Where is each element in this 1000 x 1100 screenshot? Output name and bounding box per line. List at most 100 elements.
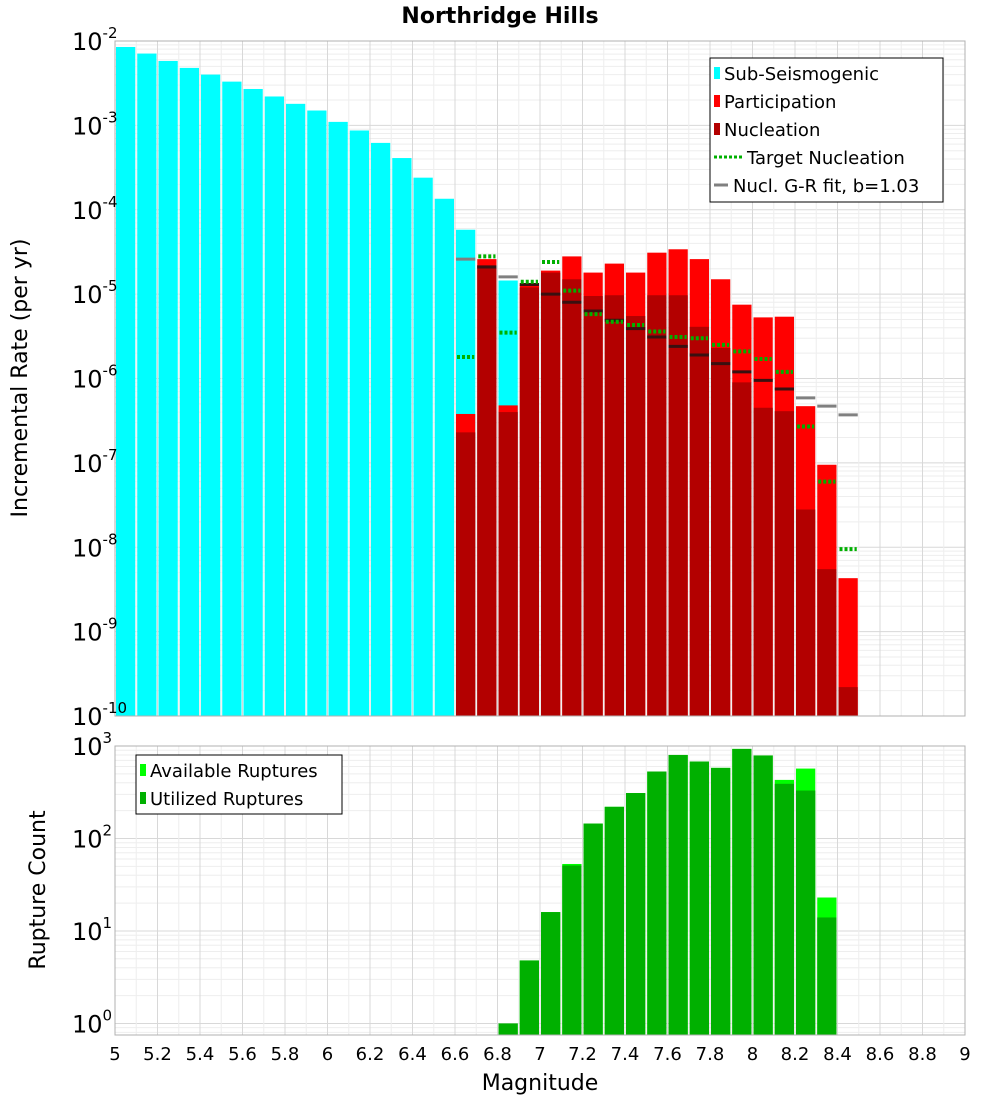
x-tick-label: 8.6 [866, 1044, 895, 1065]
sub-seismogenic-bar [264, 96, 284, 716]
x-tick-label: 7.6 [653, 1044, 682, 1065]
utilized-ruptures-bar [604, 806, 624, 1035]
nucleation-bar [753, 407, 773, 716]
rupture-y-tick-label: 103 [72, 729, 112, 761]
nucleation-bar [477, 265, 497, 716]
utilized-ruptures-bar [796, 790, 816, 1035]
rupture-legend: Available Ruptures Utilized Ruptures [135, 754, 343, 815]
x-tick-label: 8.8 [908, 1044, 937, 1065]
utilized-ruptures-series [498, 748, 837, 1035]
x-tick-label: 8.4 [823, 1044, 852, 1065]
sub-seismogenic-bar [243, 88, 263, 716]
sub-seismogenic-bar [307, 110, 327, 716]
x-tick-label: 6.2 [356, 1044, 385, 1065]
x-tick-label: 6.8 [483, 1044, 512, 1065]
x-tick-label: 6 [322, 1044, 333, 1065]
sub-seismogenic-bar [201, 74, 221, 717]
utilized-ruptures-bar [626, 793, 646, 1035]
rate-y-tick-label: 10-9 [72, 615, 118, 647]
nucleation-bar [838, 687, 858, 716]
sub-seismogenic-bar [392, 158, 412, 716]
rupture-y-tick-label: 101 [72, 914, 112, 946]
x-axis-title: Magnitude [482, 1071, 599, 1096]
sub-seismogenic-bar [222, 81, 242, 717]
utilized-ruptures-bar [562, 865, 582, 1035]
utilized-ruptures-bar [711, 767, 731, 1035]
x-tick-label: 5.2 [143, 1044, 172, 1065]
chart-title: Northridge Hills [401, 4, 598, 29]
x-tick-label: 5.4 [186, 1044, 215, 1065]
x-tick-label: 6.4 [398, 1044, 427, 1065]
rate-y-tick-label: 10-5 [72, 277, 118, 309]
nucleation-bar [604, 295, 624, 716]
x-tick-label: 6.6 [441, 1044, 470, 1065]
utilized-ruptures-bar [753, 755, 773, 1035]
nucleation-bar [456, 432, 476, 716]
rate-y-axis-ticks: 10-10 10-9 10-8 10-7 10-6 10-5 10-4 10-3 10-2 [72, 24, 127, 731]
nucleation-bar [796, 509, 816, 716]
legend-label-utilized: Utilized Ruptures [150, 789, 303, 810]
legend-label-nucleation: Nucleation [724, 120, 820, 141]
x-tick-label: 8 [747, 1044, 758, 1065]
legend-label-participation: Participation [724, 92, 836, 113]
sub-seismogenic-bar [328, 121, 348, 716]
legend-swatch-nucleation [714, 123, 720, 135]
sub-seismogenic-bar [116, 46, 136, 717]
rate-y-axis-title: Incremental Rate (per yr) [8, 239, 33, 518]
x-tick-label: 9 [959, 1044, 970, 1065]
utilized-ruptures-bar [541, 912, 561, 1035]
nucleation-bar [541, 272, 561, 716]
utilized-ruptures-bar [732, 748, 752, 1035]
legend-swatch-participation [714, 95, 720, 107]
sub-seismogenic-bar [179, 67, 199, 717]
nucleation-series [456, 265, 858, 716]
x-axis-ticks: 5 5.2 5.4 5.6 5.8 6 6.2 6.4 6.6 6.8 7 7.2 7.4 7.6 7.8 8… [109, 1044, 970, 1065]
nucleation-bar [774, 411, 794, 716]
utilized-ruptures-bar [647, 771, 667, 1035]
rupture-y-tick-label: 102 [72, 821, 112, 853]
utilized-ruptures-bar [498, 1023, 518, 1035]
rupture-y-axis-title: Rupture Count [26, 810, 51, 970]
utilized-ruptures-bar [519, 960, 539, 1035]
rate-legend-box [709, 57, 944, 203]
legend-label-available: Available Ruptures [150, 761, 318, 782]
nucleation-bar [647, 295, 667, 716]
rupture-y-axis-ticks: 100 101 102 103 [72, 729, 112, 1038]
rupture-chart-frame [114, 745, 966, 1036]
rate-y-tick-label: 10-3 [72, 108, 118, 140]
participation-bar [838, 578, 858, 716]
legend-swatch-available [140, 764, 146, 776]
legend-swatch-utilized [140, 792, 146, 804]
x-tick-label: 7.4 [611, 1044, 640, 1065]
rate-y-tick-label: 10-2 [72, 24, 118, 56]
rate-chart: 10-10 10-9 10-8 10-7 10-6 10-5 10-4 10-3 10-2 In… [8, 24, 966, 731]
x-tick-label: 7.2 [568, 1044, 597, 1065]
sub-seismogenic-bar [286, 103, 306, 717]
utilized-ruptures-bar [774, 783, 794, 1035]
sub-seismogenic-bar [413, 177, 433, 716]
rate-chart-frame [114, 40, 966, 717]
nucleation-bar [711, 347, 731, 716]
rate-y-tick-label: 10-4 [72, 193, 118, 225]
rate-y-tick-label: 10-10 [72, 699, 127, 731]
utilized-ruptures-bar [668, 754, 688, 1035]
rate-y-tick-label: 10-7 [72, 446, 118, 478]
sub-seismogenic-bar [158, 60, 178, 717]
utilized-ruptures-bar [689, 761, 709, 1035]
nucleation-bar [626, 316, 646, 716]
x-tick-label: 7 [534, 1044, 545, 1065]
rupture-count-chart: 100 101 102 103 5 5.2 5.4 5.6 5.8 6 6.2 6.4 6.6 6.8 7… [26, 729, 971, 1096]
sub-seismogenic-bar [349, 130, 369, 717]
nucleation-bar [732, 382, 752, 716]
rupture-y-tick-label: 100 [72, 1006, 112, 1038]
nucleation-bar [519, 287, 539, 716]
rate-y-tick-label: 10-6 [72, 362, 118, 394]
rate-y-tick-label: 10-8 [72, 530, 118, 562]
target-nucleation-series [457, 254, 857, 552]
legend-label-gr-fit: Nucl. G-R fit, b=1.03 [733, 176, 919, 197]
nucleation-bar [817, 569, 837, 716]
x-tick-label: 5.8 [271, 1044, 300, 1065]
nucleation-bar [498, 412, 518, 716]
nucleation-bar [689, 326, 709, 716]
